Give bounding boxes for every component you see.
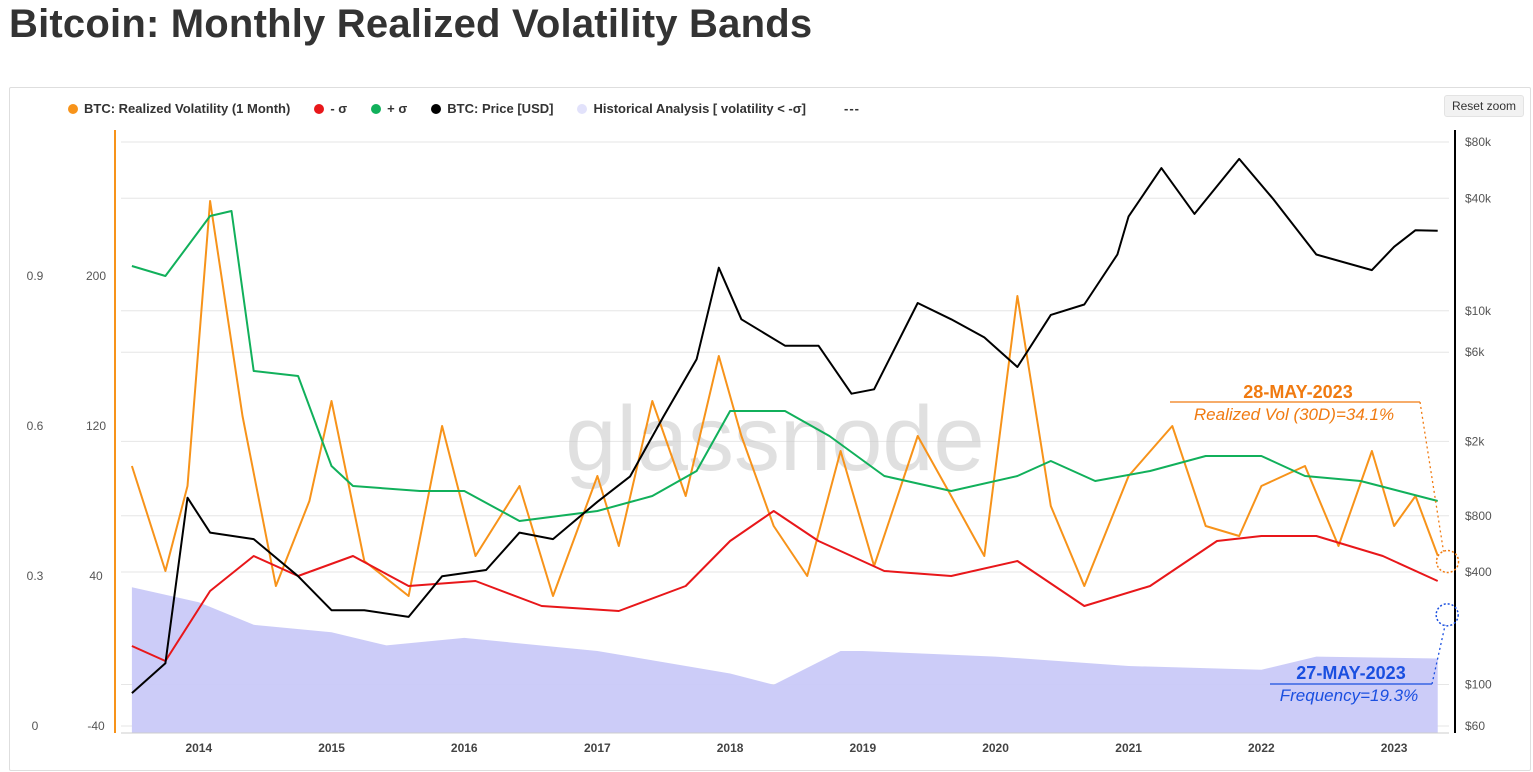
frequency-tick-label: -40 (87, 719, 105, 733)
vol-callout-leader (1419, 401, 1445, 552)
legend-marker-green (371, 103, 382, 114)
legend-label: + σ (387, 101, 408, 116)
frequency-tick-label: 40 (89, 569, 103, 583)
x-tick-label: 2015 (318, 741, 345, 755)
annotations: 28-MAY-2023 Realized Vol (30D)=34.1% 27-MA… (1170, 382, 1460, 705)
price-tick-label: $80k (1465, 135, 1492, 149)
vol-marker-circle (1435, 549, 1460, 574)
series-historical-analysis-area (131, 587, 1438, 733)
tick-labels: 0 0.3 0.6 0.9 -40 40 120 200 $60 $100 $400 $800 $2k $… (27, 135, 1492, 755)
volatility-tick-label: 0.3 (27, 569, 44, 583)
legend-label: BTC: Price [USD] (447, 101, 554, 116)
freq-annotation-text: Frequency=19.3% (1280, 686, 1418, 705)
series-btc-price-line[interactable] (131, 157, 1438, 694)
legend-more[interactable]: --- (843, 101, 860, 116)
price-tick-label: $6k (1465, 345, 1485, 359)
price-tick-label: $10k (1465, 304, 1492, 318)
volatility-tick-label: 0 (32, 719, 39, 733)
freq-annotation-date: 27-MAY-2023 (1296, 663, 1405, 683)
price-tick-label: $100 (1465, 678, 1492, 692)
page-title: Bitcoin: Monthly Realized Volatility Ban… (9, 2, 813, 46)
legend-label: - σ (330, 101, 348, 116)
series-minus-sigma-line[interactable] (131, 510, 1439, 662)
frequency-area (131, 587, 1438, 733)
legend-marker-lavender (577, 103, 588, 114)
legend-item-btc-price[interactable]: BTC: Price [USD] (431, 101, 553, 116)
vol-annotation-date: 28-MAY-2023 (1243, 382, 1352, 402)
freq-callout-leader (1431, 624, 1446, 685)
series-realized-volatility-line[interactable] (130, 200, 1439, 597)
price-tick-label: $2k (1465, 434, 1485, 448)
x-tick-label: 2019 (849, 741, 876, 755)
x-tick-label: 2023 (1381, 741, 1408, 755)
series-lines (130, 157, 1439, 694)
x-tick-label: 2020 (982, 741, 1009, 755)
series-plus-sigma-line[interactable] (131, 210, 1438, 522)
legend-item-minus-sigma[interactable]: - σ (314, 101, 347, 116)
vol-annotation-text: Realized Vol (30D)=34.1% (1194, 405, 1394, 424)
legend-label: Historical Analysis [ volatility < -σ] (593, 101, 806, 116)
volatility-tick-label: 0.6 (27, 419, 44, 433)
frequency-tick-label: 200 (86, 269, 106, 283)
chart-legend: BTC: Realized Volatility (1 Month) - σ +… (68, 101, 860, 116)
price-tick-label: $40k (1465, 191, 1492, 205)
x-tick-label: 2018 (717, 741, 744, 755)
x-tick-label: 2017 (584, 741, 611, 755)
legend-marker-red (314, 103, 325, 114)
price-tick-label: $800 (1465, 509, 1492, 523)
legend-item-realized-volatility[interactable]: BTC: Realized Volatility (1 Month) (68, 101, 290, 116)
price-tick-label: $400 (1465, 565, 1492, 579)
frequency-tick-label: 120 (86, 419, 106, 433)
x-tick-label: 2021 (1115, 741, 1142, 755)
x-tick-label: 2016 (451, 741, 478, 755)
freq-marker-circle (1435, 603, 1459, 627)
legend-marker-orange (68, 103, 78, 114)
watermark: glassnode (565, 388, 984, 490)
reset-zoom-button[interactable]: Reset zoom (1443, 95, 1524, 117)
legend-item-historical-analysis[interactable]: Historical Analysis [ volatility < -σ] (577, 101, 806, 116)
price-tick-label: $60 (1465, 719, 1485, 733)
x-tick-label: 2014 (185, 741, 212, 755)
legend-marker-black (431, 103, 442, 114)
legend-item-plus-sigma[interactable]: + σ (371, 101, 407, 116)
legend-label: BTC: Realized Volatility (1 Month) (84, 101, 291, 116)
volatility-tick-label: 0.9 (27, 269, 44, 283)
chart-axes (114, 130, 1456, 734)
x-tick-label: 2022 (1248, 741, 1275, 755)
